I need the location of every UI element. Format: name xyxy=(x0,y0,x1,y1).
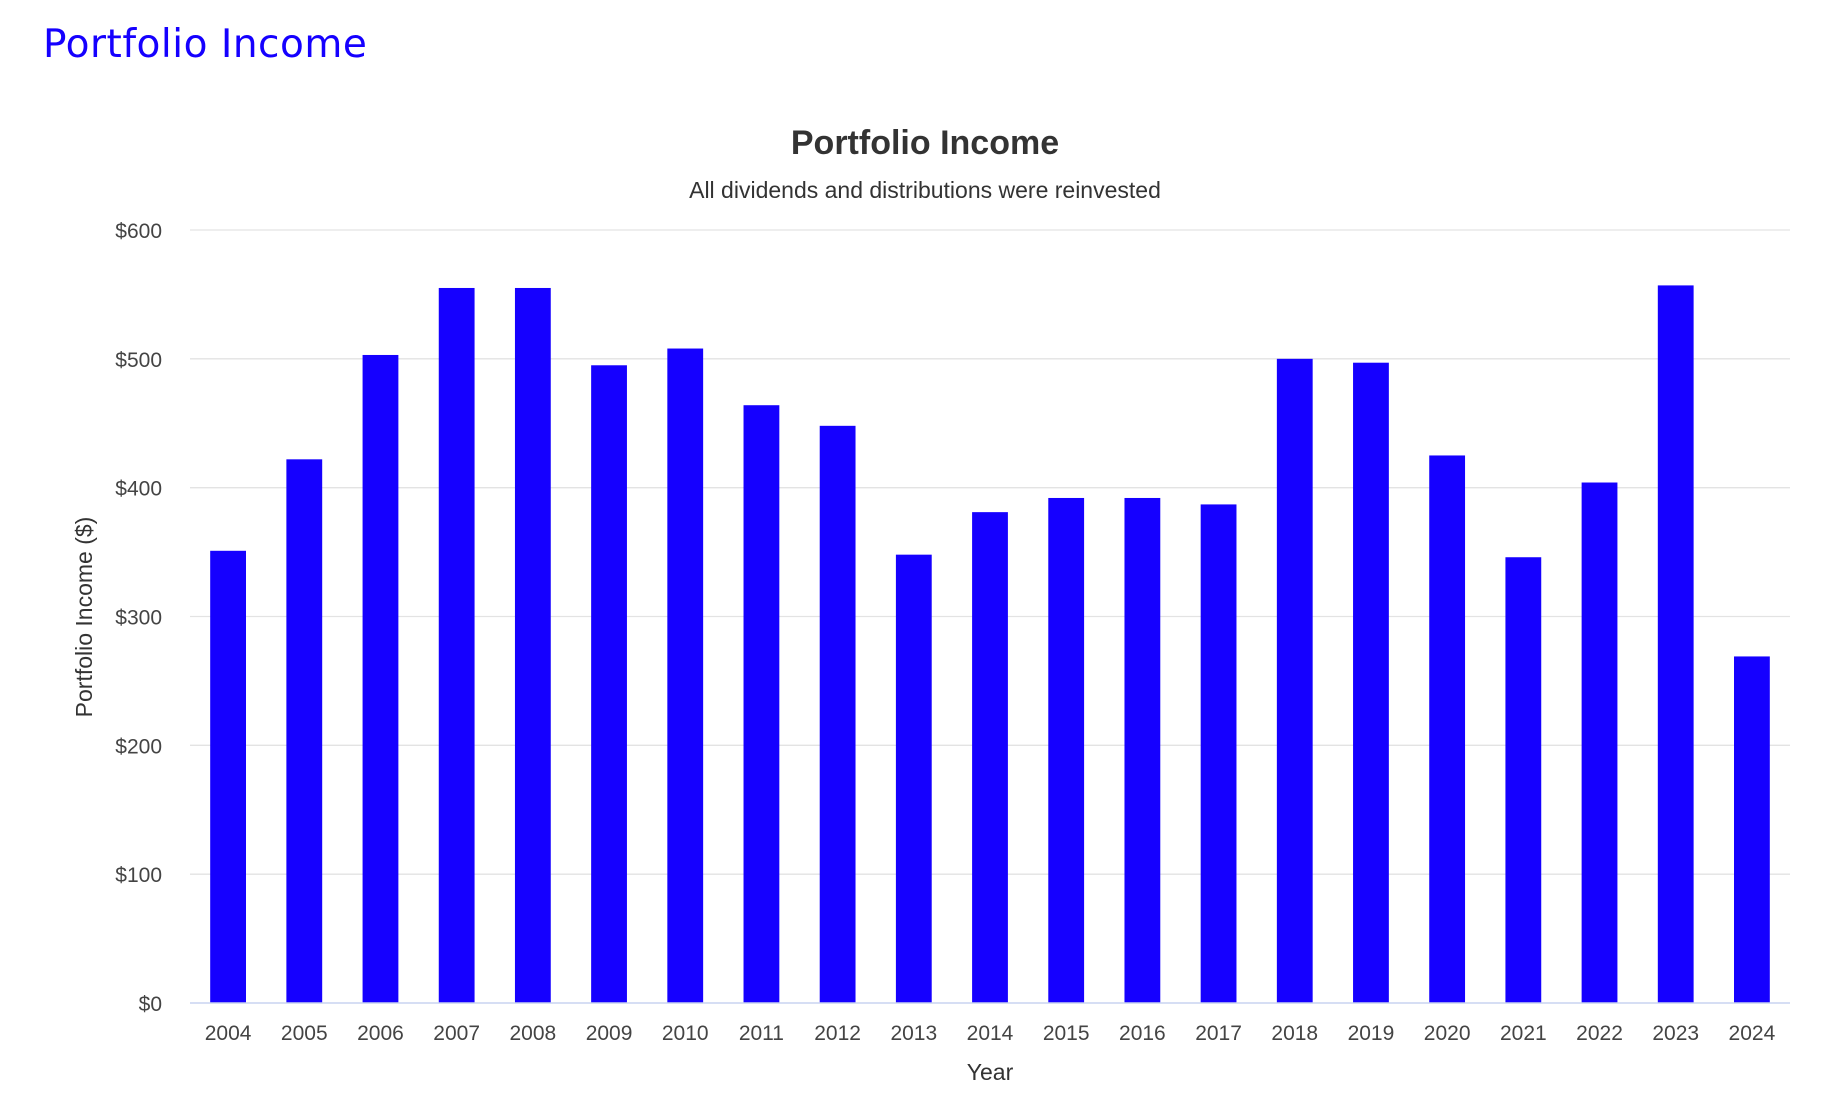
bar-2020[interactable] xyxy=(1429,455,1466,1003)
bar-2021[interactable] xyxy=(1505,557,1542,1003)
bar-2024[interactable] xyxy=(1734,656,1770,1003)
bar-2012[interactable] xyxy=(819,425,856,1003)
x-tick-label: 2013 xyxy=(890,1022,937,1045)
x-tick-label: 2024 xyxy=(1729,1022,1776,1045)
chart-subtitle: All dividends and distributions were rei… xyxy=(689,177,1161,203)
x-tick-label: 2021 xyxy=(1500,1022,1547,1045)
y-axis-tick-labels: $0 $100 $200 $300 $400 $500 $600 xyxy=(115,220,162,1016)
x-tick-label: 2010 xyxy=(662,1022,709,1045)
x-tick-label: 2014 xyxy=(967,1022,1014,1045)
x-tick-label: 2005 xyxy=(281,1022,328,1045)
y-tick-label: $300 xyxy=(115,607,162,630)
bars xyxy=(210,285,1770,1004)
bar-2018[interactable] xyxy=(1276,358,1313,1003)
x-tick-label: 2008 xyxy=(509,1022,556,1045)
x-axis-tick-labels: 2004 2005 2006 2007 2008 2009 2010 2011 2012 2013… xyxy=(205,1022,1776,1045)
bar-2004[interactable] xyxy=(210,550,246,1003)
bar-2010[interactable] xyxy=(667,348,704,1003)
x-tick-label: 2017 xyxy=(1195,1022,1242,1045)
x-tick-label: 2004 xyxy=(205,1022,252,1045)
bar-2008[interactable] xyxy=(514,287,551,1004)
x-tick-label: 2022 xyxy=(1576,1022,1623,1045)
bar-2023[interactable] xyxy=(1657,285,1694,1004)
x-tick-label: 2023 xyxy=(1652,1022,1699,1045)
bar-2009[interactable] xyxy=(591,365,627,1003)
x-tick-label: 2007 xyxy=(433,1022,480,1045)
x-tick-label: 2006 xyxy=(357,1022,404,1045)
x-tick-label: 2012 xyxy=(814,1022,861,1045)
bar-2007[interactable] xyxy=(438,287,475,1004)
bar-2013[interactable] xyxy=(895,554,932,1003)
page-title: Portfolio Income xyxy=(43,22,368,67)
bar-2016[interactable] xyxy=(1124,497,1161,1003)
y-tick-label: $200 xyxy=(115,735,162,758)
bar-2019[interactable] xyxy=(1353,362,1389,1003)
y-axis-title: Portfolio Income ($) xyxy=(71,517,97,718)
bar-2005[interactable] xyxy=(286,459,323,1003)
x-tick-label: 2011 xyxy=(739,1022,784,1045)
bar-2017[interactable] xyxy=(1200,504,1237,1003)
y-tick-label: $500 xyxy=(115,349,162,372)
bar-2011[interactable] xyxy=(743,405,780,1003)
x-axis-title: Year xyxy=(967,1059,1014,1085)
y-tick-label: $600 xyxy=(115,220,162,243)
bar-2022[interactable] xyxy=(1581,482,1618,1004)
chart-title: Portfolio Income xyxy=(791,124,1059,162)
x-tick-label: 2015 xyxy=(1043,1022,1090,1045)
y-tick-label: $100 xyxy=(115,864,162,887)
bar-2006[interactable] xyxy=(362,354,399,1003)
y-tick-label: $400 xyxy=(115,478,162,501)
x-tick-label: 2016 xyxy=(1119,1022,1166,1045)
x-tick-label: 2009 xyxy=(586,1022,633,1045)
x-tick-label: 2018 xyxy=(1271,1022,1318,1045)
x-tick-label: 2019 xyxy=(1348,1022,1395,1045)
x-tick-label: 2020 xyxy=(1424,1022,1471,1045)
bar-2015[interactable] xyxy=(1048,497,1085,1003)
bar-2014[interactable] xyxy=(972,512,1008,1003)
y-tick-label: $0 xyxy=(139,993,162,1016)
